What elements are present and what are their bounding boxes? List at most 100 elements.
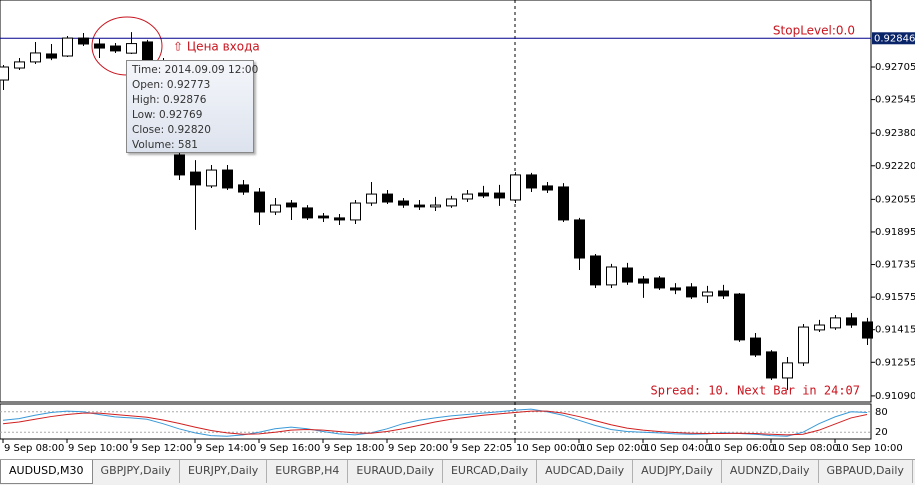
tooltip-line: Volume: 581 — [132, 139, 198, 151]
tab[interactable]: AUDUSD,M30 — [0, 460, 93, 484]
y-tick-label: 0.91090 — [875, 391, 915, 402]
indicator-tick-label: 80 — [875, 407, 888, 418]
candle-body — [334, 217, 345, 221]
tab[interactable]: AUDJPY,Daily — [633, 460, 722, 483]
x-tick-label: 9 Sep 22:05 — [452, 443, 512, 454]
candle-body — [606, 266, 617, 286]
tooltip-line: High: 0.92876 — [132, 94, 207, 106]
candle-body — [302, 207, 313, 219]
tooltip: Time: 2014.09.09 12:00 Open: 0.92773 High:… — [126, 60, 259, 153]
candle-body — [686, 286, 697, 298]
candle-body — [0, 66, 9, 81]
x-tick-label: 10 Sep 06:00 — [708, 443, 775, 454]
x-tick-label: 9 Sep 18:00 — [324, 443, 384, 454]
indicator-line — [2, 408, 868, 437]
tooltip-line: Low: 0.92769 — [132, 109, 203, 121]
candle-body — [142, 41, 153, 61]
y-tick-label: 0.92705 — [875, 62, 915, 73]
candle-body — [798, 326, 809, 364]
candle-body — [382, 193, 393, 203]
tab[interactable]: AUDCAD,Daily — [537, 460, 634, 483]
y-tick-label: 0.91575 — [875, 292, 915, 303]
price-marker — [872, 32, 915, 45]
tab[interactable]: GBPAUD,Daily — [819, 460, 913, 483]
candle-body — [654, 277, 665, 289]
price-marker-label: 0.92846 — [874, 33, 915, 44]
x-tick-label: 10 Sep 10:00 — [836, 443, 903, 454]
x-tick-label: 10 Sep 00:00 — [516, 443, 583, 454]
candle-body — [462, 193, 473, 200]
candle-body — [814, 324, 825, 331]
entry-label: ⇧ Цена входа — [173, 40, 260, 54]
candle-body — [542, 185, 553, 191]
candle-body — [110, 45, 121, 52]
candle-body — [718, 290, 729, 297]
x-tick-label: 9 Sep 08:00 — [4, 443, 64, 454]
candle-body — [430, 204, 441, 208]
candle-body — [558, 186, 569, 221]
tab[interactable]: EURJPY,Daily — [180, 460, 268, 483]
candle-body — [846, 317, 857, 326]
x-tick-label: 9 Sep 14:00 — [196, 443, 256, 454]
tab[interactable]: GBPJPY,Daily — [93, 460, 180, 483]
candle-body — [750, 337, 761, 356]
candle-body — [670, 287, 681, 291]
candle-body — [238, 184, 249, 193]
candle-body — [734, 293, 745, 341]
candle-body — [30, 52, 41, 63]
candle-body — [510, 174, 521, 201]
stoplevel-label: StopLevel:0.0 — [773, 24, 855, 38]
tooltip-line: Open: 0.92773 — [132, 79, 211, 91]
candle-body — [14, 61, 25, 69]
tab[interactable]: EURGBP,H4 — [267, 460, 349, 483]
y-tick-label: 0.92220 — [875, 161, 915, 172]
candle-body — [318, 215, 329, 219]
chart: ⇧ Цена входа StopLevel:0.0 Spread: 10. N… — [0, 0, 915, 454]
tooltip-line: Close: 0.92820 — [132, 124, 211, 136]
y-tick-label: 0.92545 — [875, 95, 915, 106]
candle-body — [526, 174, 537, 189]
candle-body — [702, 291, 713, 297]
candle-body — [862, 321, 873, 339]
spread-label: Spread: 10. Next Bar in 24:07 — [650, 384, 860, 398]
candle-body — [766, 351, 777, 379]
candle-body — [270, 204, 281, 213]
y-tick-label: 0.91255 — [875, 357, 915, 368]
candle-body — [126, 43, 137, 54]
candle-body — [590, 255, 601, 286]
x-tick-label: 9 Sep 12:00 — [132, 443, 192, 454]
candle-body — [46, 53, 57, 59]
candle-body — [190, 171, 201, 186]
candle-body — [574, 219, 585, 259]
candle-body — [446, 198, 457, 207]
candle-body — [478, 192, 489, 197]
tab[interactable]: AUDNZD,Daily — [722, 460, 819, 483]
y-tick-label: 0.91895 — [875, 227, 915, 238]
y-tick-label: 0.91735 — [875, 260, 915, 271]
candle-body — [286, 202, 297, 208]
candle-body — [254, 191, 265, 213]
candle-body — [638, 278, 649, 284]
tab[interactable]: EURCAD,Daily — [443, 460, 538, 483]
y-tick-label: 0.92055 — [875, 194, 915, 205]
x-tick-label: 9 Sep 10:00 — [68, 443, 128, 454]
indicator-line — [2, 410, 868, 436]
candle-body — [174, 154, 185, 176]
candle-body — [94, 43, 105, 49]
candle-body — [622, 267, 633, 283]
tab[interactable]: EURAUD,Daily — [348, 460, 443, 483]
candle-body — [78, 37, 89, 45]
tab-bar: AUDUSD,M30 GBPJPY,Daily EURJPY,Daily EURGBP… — [0, 459, 915, 485]
x-tick-label: 10 Sep 04:00 — [644, 443, 711, 454]
candle-body — [222, 169, 233, 189]
candle-body — [414, 204, 425, 208]
candle-body — [62, 37, 73, 57]
candle-body — [350, 202, 361, 221]
y-tick-label: 0.91415 — [875, 325, 915, 336]
x-tick-label: 10 Sep 08:00 — [772, 443, 839, 454]
candle-body — [366, 193, 377, 204]
tooltip-line: Time: 2014.09.09 12:00 — [132, 64, 259, 76]
x-tick-label: 10 Sep 02:00 — [580, 443, 647, 454]
y-tick-label: 0.92380 — [875, 128, 915, 139]
